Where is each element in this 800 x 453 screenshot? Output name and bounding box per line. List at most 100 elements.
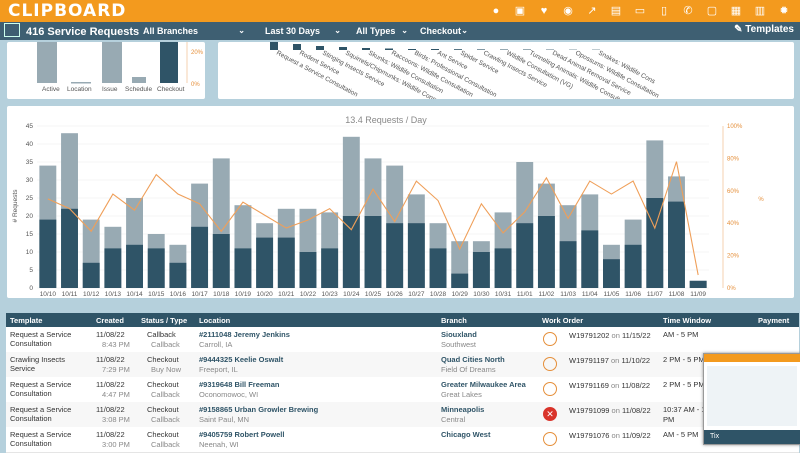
template-bar[interactable] — [316, 46, 324, 50]
heart-icon[interactable]: ♥ — [536, 3, 552, 19]
bar-checkout[interactable] — [668, 202, 685, 288]
stage-dropdown[interactable]: Checkout ⌄ — [420, 25, 472, 37]
bar-checkout[interactable] — [365, 216, 382, 288]
template-bar[interactable] — [385, 49, 393, 51]
bar-checkout[interactable] — [234, 248, 251, 288]
user-icon[interactable]: ● — [488, 3, 504, 19]
work-order-id[interactable]: W19791197 — [569, 356, 609, 365]
col-payment[interactable]: Payment — [758, 316, 789, 325]
row-type: Buy Now — [151, 365, 181, 374]
bar-checkout[interactable] — [148, 248, 165, 288]
briefcase-icon[interactable]: ▣ — [512, 3, 528, 19]
bar-checkout[interactable] — [495, 248, 512, 288]
y2-tick-label: 0% — [727, 286, 736, 292]
work-order-id[interactable]: W19791169 — [569, 381, 609, 390]
bar-checkout[interactable] — [473, 252, 490, 288]
bar-checkout[interactable] — [386, 223, 403, 288]
phone-icon[interactable]: ✆ — [680, 3, 696, 19]
video-thumbnail[interactable]: Tix — [703, 353, 800, 445]
col-location[interactable]: Location — [199, 316, 230, 325]
template-bar[interactable] — [523, 50, 531, 51]
row-work-order[interactable]: W19791197 on 11/10/22 — [569, 356, 650, 365]
row-branch[interactable]: Greater Milwaukee Area — [441, 380, 526, 389]
bar-checkout[interactable] — [430, 248, 447, 288]
col-work-order[interactable]: Work Order — [542, 316, 583, 325]
bar-checkout[interactable] — [625, 245, 642, 288]
row-work-order[interactable]: W19791076 on 11/09/22 — [569, 431, 651, 440]
bar-checkout[interactable] — [61, 209, 78, 288]
template-bar[interactable] — [500, 50, 508, 51]
bar-checkout[interactable] — [126, 245, 143, 288]
bar-checkout[interactable] — [278, 238, 295, 288]
row-work-order[interactable]: W19791099 on 11/08/22 — [569, 406, 651, 415]
document-icon[interactable]: ▯ — [656, 3, 672, 19]
col-created[interactable]: Created — [96, 316, 124, 325]
template-bar[interactable] — [431, 49, 439, 50]
calendar-icon[interactable]: ▦ — [728, 3, 744, 19]
error-x-icon: ✕ — [543, 407, 557, 421]
settings-gear-icon[interactable]: ✹ — [776, 3, 792, 19]
branch-dropdown[interactable]: All Branches ⌄ — [143, 25, 249, 37]
images-icon[interactable]: ▤ — [608, 3, 624, 19]
globe-icon[interactable]: ◉ — [560, 3, 576, 19]
chat-icon[interactable]: ▢ — [704, 3, 720, 19]
template-bar[interactable] — [408, 49, 416, 50]
template-bar[interactable] — [477, 49, 485, 50]
truck-icon[interactable]: ▭ — [632, 3, 648, 19]
col-template[interactable]: Template — [10, 316, 42, 325]
row-branch[interactable]: Siouxland — [441, 330, 477, 339]
col-time-window[interactable]: Time Window — [663, 316, 711, 325]
work-order-id[interactable]: W19791076 — [569, 431, 609, 440]
bar-checkout[interactable] — [256, 238, 273, 288]
bar-checkout[interactable] — [321, 248, 338, 288]
bar-checkout[interactable] — [39, 220, 56, 288]
templates-button[interactable]: ✎ Templates — [734, 24, 794, 35]
date-range-dropdown[interactable]: Last 30 Days ⌄ — [265, 25, 345, 37]
col-status-type[interactable]: Status / Type — [141, 316, 187, 325]
bar-checkout[interactable] — [300, 252, 317, 288]
work-order-id[interactable]: W19791099 — [569, 406, 609, 415]
row-branch[interactable]: Minneapolis — [441, 405, 484, 414]
template-bar[interactable] — [270, 42, 278, 50]
row-branch[interactable]: Quad Cities North — [441, 355, 505, 364]
bar-checkout[interactable] — [343, 216, 360, 288]
template-bar[interactable] — [362, 48, 370, 50]
chart-icon[interactable]: ↗ — [584, 3, 600, 19]
row-work-order[interactable]: W19791202 on 11/15/22 — [569, 331, 651, 340]
col-branch[interactable]: Branch — [441, 316, 467, 325]
bar-checkout[interactable] — [560, 241, 577, 288]
inbox-icon[interactable]: ▥ — [752, 3, 768, 19]
row-location-name[interactable]: #9158865 Urban Growler Brewing — [199, 405, 318, 414]
row-work-order[interactable]: W19791169 on 11/08/22 — [569, 381, 650, 390]
bar-checkout[interactable] — [83, 263, 100, 288]
app-logo[interactable]: CLIPBOARD — [8, 1, 126, 21]
row-location-name[interactable]: #9405759 Robert Powell — [199, 430, 284, 439]
row-location-name[interactable]: #2111048 Jeremy Jenkins — [199, 330, 290, 339]
types-dropdown[interactable]: All Types ⌄ — [356, 25, 412, 37]
y2-tick-label: 60% — [727, 189, 740, 195]
bar-checkout[interactable] — [191, 227, 208, 288]
bar-checkout[interactable] — [451, 274, 468, 288]
bar-checkout[interactable] — [538, 216, 555, 288]
template-bar[interactable] — [454, 49, 462, 50]
row-location-name[interactable]: #9319648 Bill Freeman — [199, 380, 279, 389]
row-branch[interactable]: Chicago West — [441, 430, 490, 439]
work-order-id[interactable]: W19791202 — [569, 331, 609, 340]
work-order-on: on — [612, 406, 620, 415]
row-location-name[interactable]: #9444325 Keelie Oswalt — [199, 355, 283, 364]
template-bar[interactable] — [293, 44, 301, 50]
bar-checkout[interactable] — [581, 230, 598, 288]
bar-checkout[interactable] — [213, 234, 230, 288]
bar-checkout[interactable] — [690, 281, 707, 288]
bar-checkout[interactable] — [603, 259, 620, 288]
bar-checkout[interactable] — [104, 248, 121, 288]
bar-checkout[interactable] — [516, 223, 533, 288]
bar-checkout[interactable] — [169, 263, 186, 288]
bar-checkout[interactable] — [408, 223, 425, 288]
template-bar[interactable] — [339, 47, 347, 50]
